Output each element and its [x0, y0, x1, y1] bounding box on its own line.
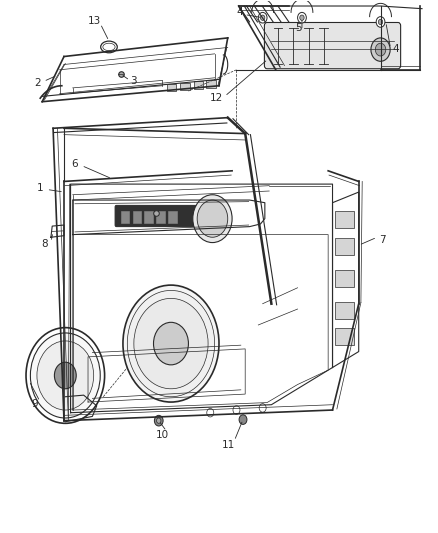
Bar	[335, 211, 354, 228]
Bar	[145, 211, 153, 223]
Text: 11: 11	[222, 440, 235, 450]
Circle shape	[233, 406, 240, 414]
Ellipse shape	[103, 43, 115, 51]
Bar	[335, 328, 354, 345]
Ellipse shape	[101, 41, 117, 53]
Circle shape	[261, 15, 265, 20]
Bar	[335, 302, 354, 319]
Circle shape	[376, 17, 385, 27]
Text: 10: 10	[155, 430, 169, 440]
Text: 1: 1	[37, 183, 43, 193]
Circle shape	[375, 43, 386, 56]
Circle shape	[258, 12, 267, 23]
Bar	[121, 211, 130, 223]
Circle shape	[153, 322, 188, 365]
Circle shape	[123, 285, 219, 402]
Bar	[133, 211, 141, 223]
Text: 7: 7	[379, 235, 386, 245]
Text: 6: 6	[71, 159, 78, 169]
Circle shape	[193, 195, 232, 243]
Bar	[206, 80, 216, 88]
Text: 4: 4	[237, 7, 243, 18]
Circle shape	[239, 415, 247, 424]
FancyBboxPatch shape	[115, 205, 209, 227]
Circle shape	[371, 38, 390, 61]
Text: 13: 13	[88, 16, 101, 26]
Text: 3: 3	[131, 77, 137, 86]
Circle shape	[156, 418, 161, 423]
Circle shape	[259, 403, 266, 412]
Bar	[335, 238, 354, 255]
Circle shape	[378, 19, 383, 25]
Bar	[166, 84, 176, 91]
Bar	[168, 211, 177, 223]
Circle shape	[37, 341, 94, 410]
Circle shape	[127, 290, 215, 397]
Bar	[335, 270, 354, 287]
FancyBboxPatch shape	[265, 22, 401, 69]
Text: 9: 9	[32, 399, 38, 409]
Text: 8: 8	[41, 239, 48, 248]
Circle shape	[297, 12, 306, 23]
Bar	[194, 82, 203, 89]
Circle shape	[54, 362, 76, 389]
Circle shape	[134, 298, 208, 389]
Text: 2: 2	[35, 78, 41, 88]
Text: 5: 5	[295, 23, 302, 34]
Text: 12: 12	[209, 93, 223, 103]
Circle shape	[197, 200, 228, 237]
Circle shape	[154, 415, 163, 426]
Text: 4: 4	[392, 44, 399, 53]
Circle shape	[30, 333, 100, 418]
Circle shape	[207, 408, 214, 417]
Bar	[180, 83, 190, 90]
Circle shape	[300, 15, 304, 20]
Bar	[156, 211, 165, 223]
Circle shape	[26, 328, 105, 423]
